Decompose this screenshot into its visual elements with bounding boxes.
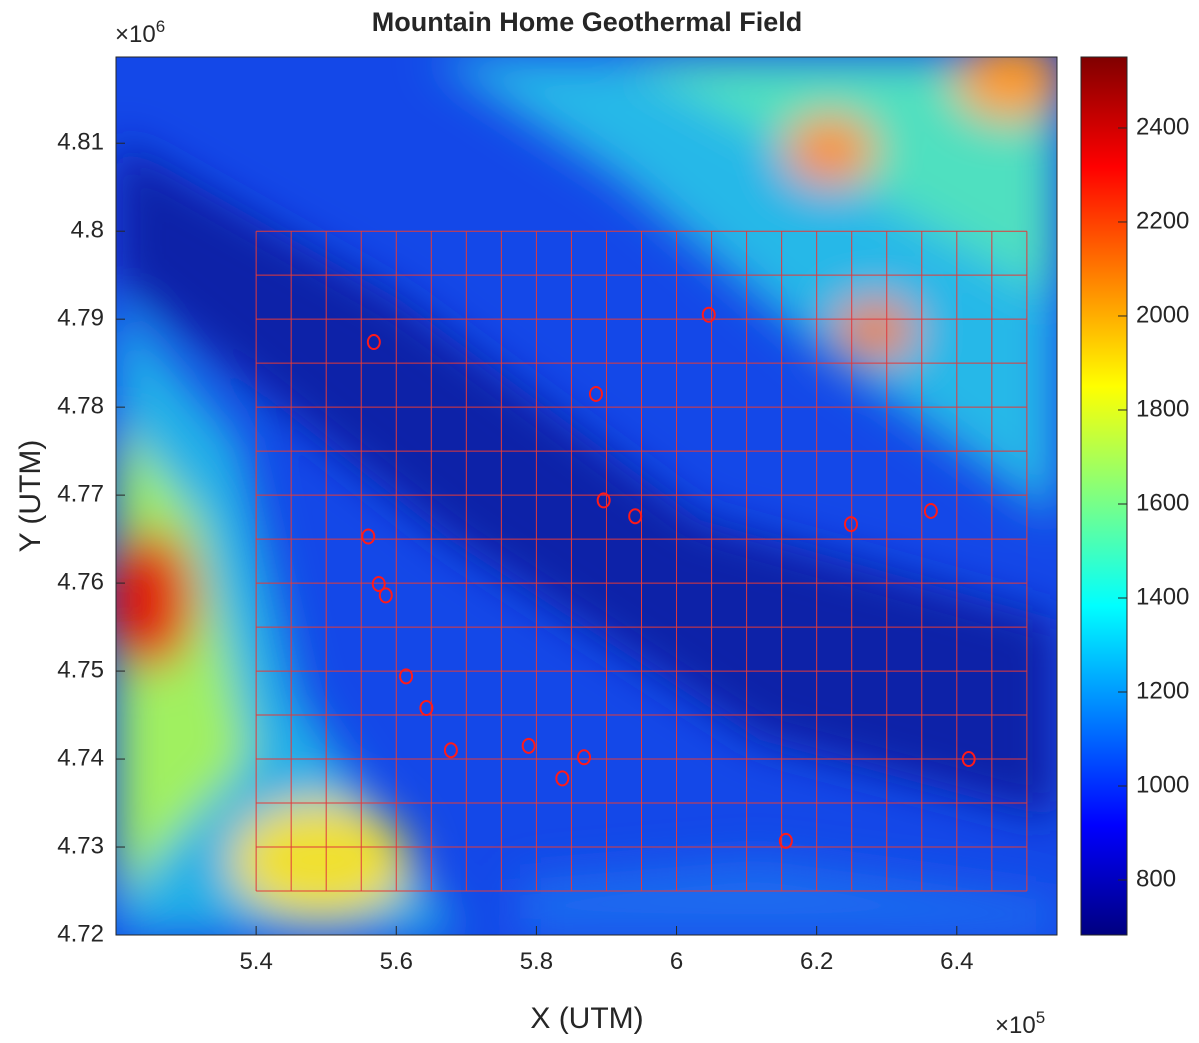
colorbar-tick-label: 1000 <box>1136 771 1189 798</box>
colorbar-tick-label: 800 <box>1136 865 1176 892</box>
colorbar-tick-label: 1800 <box>1136 395 1189 422</box>
well-marker <box>443 742 458 759</box>
y-tick-label: 4.81 <box>57 129 104 156</box>
y-tick-label: 4.78 <box>57 392 104 419</box>
y-tick-label: 4.79 <box>57 305 104 332</box>
well-marker <box>555 770 570 787</box>
x-tick-label: 6.4 <box>940 948 973 975</box>
mesh <box>255 230 1028 892</box>
well-marker <box>701 306 716 323</box>
colorbar-tick-label: 1400 <box>1136 583 1189 610</box>
well-marker <box>923 502 938 519</box>
y-exponent-base: ×10 <box>115 21 156 48</box>
y-tick-label: 4.8 <box>71 217 104 244</box>
colorbar-tick-label: 1600 <box>1136 489 1189 516</box>
well-marker <box>596 492 611 509</box>
x-tick-label: 5.8 <box>520 948 553 975</box>
x-tick-label: 5.4 <box>239 948 272 975</box>
y-tick-label: 4.74 <box>57 744 104 771</box>
well-marker <box>577 749 592 766</box>
y-tick-label: 4.77 <box>57 480 104 507</box>
axes-box <box>115 56 1058 936</box>
colorbar-tick-label: 2000 <box>1136 301 1189 328</box>
well-marker <box>366 334 381 351</box>
y-exponent-power: 6 <box>156 17 165 36</box>
y-tick-label: 4.73 <box>57 832 104 859</box>
y-tick-label: 4.72 <box>57 920 104 947</box>
chart-title: Mountain Home Geothermal Field <box>372 7 803 37</box>
well-marker <box>844 516 859 533</box>
y-exponent: ×106 <box>115 17 165 48</box>
well-marker <box>399 668 414 685</box>
well-marker <box>521 737 536 754</box>
well-marker <box>588 385 603 402</box>
x-exponent-power: 5 <box>1036 1008 1045 1027</box>
well-marker <box>371 575 386 592</box>
y-tick-label: 4.76 <box>57 568 104 595</box>
x-tick-label: 6 <box>670 948 683 975</box>
colorbar-tick-label: 2400 <box>1136 113 1189 140</box>
y-tick-label: 4.75 <box>57 656 104 683</box>
colorbar-tick-label: 1200 <box>1136 677 1189 704</box>
well-marker <box>778 832 793 849</box>
x-exponent: ×105 <box>995 1008 1045 1039</box>
wells <box>361 306 976 849</box>
colorbar-tick-label: 2200 <box>1136 207 1189 234</box>
x-exponent-base: ×10 <box>995 1012 1036 1039</box>
well-marker <box>361 528 376 545</box>
x-tick-label: 5.6 <box>380 948 413 975</box>
well-marker <box>419 700 434 717</box>
well-marker <box>961 751 976 768</box>
terrain <box>116 57 1057 935</box>
x-axis-label: X (UTM) <box>530 1002 643 1035</box>
y-axis-label: Y (UTM) <box>14 440 47 553</box>
well-marker <box>628 508 643 525</box>
well-marker <box>378 587 393 604</box>
colorbar <box>1080 56 1128 936</box>
x-tick-label: 6.2 <box>800 948 833 975</box>
